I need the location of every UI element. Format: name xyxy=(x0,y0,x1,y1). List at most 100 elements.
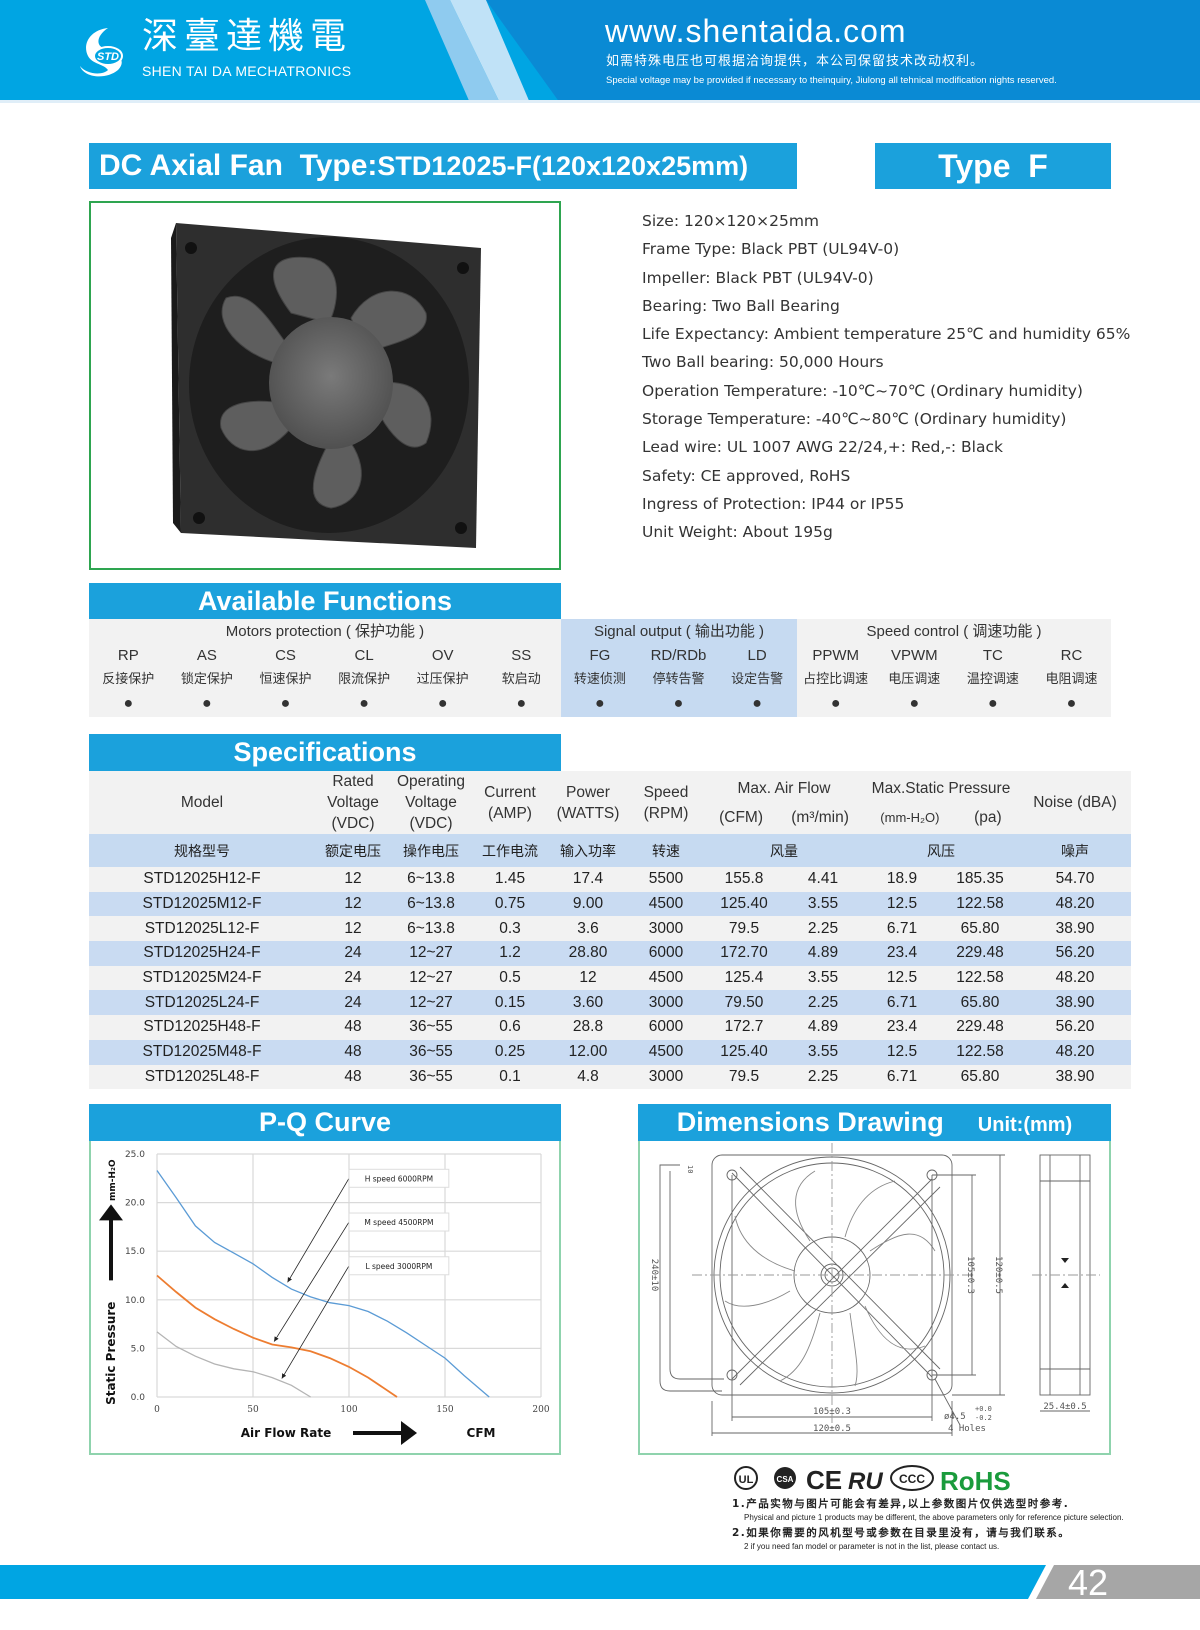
table-row: STD12025H24-F 24 12~27 1.2 28.80 6000 172.70 4.… xyxy=(89,941,1131,966)
x-tick-label: 150 xyxy=(436,1405,453,1415)
function-cn: 反接保护 xyxy=(102,672,155,687)
supported-dot-icon: ● xyxy=(359,695,369,712)
col-cn-model: 规格型号 xyxy=(89,834,315,867)
value-cell: 38.90 xyxy=(1019,916,1131,942)
spec-item: Two Ball bearing: 50,000 Hours xyxy=(642,353,884,372)
dim-width-outer: 120±0.5 xyxy=(813,1424,851,1434)
spec-item: Safety: CE approved, RoHS xyxy=(642,466,851,485)
spec-item: Lead wire: UL 1007 AWG 22/24,+: Red,-: B… xyxy=(642,438,1003,457)
air-flow-label: Max. Air Flow xyxy=(737,779,831,797)
header-row-cn: 规格型号 额定电压 操作电压 工作电流 输入功率 转速 风量 风压 噪声 xyxy=(89,834,1131,867)
model-cell: STD12025L24-F xyxy=(89,990,315,1016)
function-as: AS 锁定保护 ● xyxy=(168,619,247,717)
function-code: RP xyxy=(117,647,139,664)
value-cell: 12~27 xyxy=(391,965,471,991)
function-rp: RP 反接保护 ● xyxy=(89,619,168,717)
svg-text:CCC: CCC xyxy=(899,1472,925,1486)
dimensions-title: Dimensions Drawing Unit:(mm) xyxy=(638,1104,1111,1141)
spec-item: Operation Temperature: -10℃~70℃ (Ordinar… xyxy=(642,381,1083,400)
function-cn: 电阻调速 xyxy=(1045,672,1098,687)
group-signal-output: Signal output ( 输出功能 ) xyxy=(593,623,765,640)
supported-dot-icon: ● xyxy=(752,695,762,712)
ru-cert-icon: RU xyxy=(848,1468,883,1495)
table-row: STD12025L48-F 48 36~55 0.1 4.8 3000 79.5 2.25 6.… xyxy=(89,1064,1131,1090)
functions-table: Motors protection ( 保护功能 ) Signal output… xyxy=(89,619,1111,717)
function-cn: 占控比调速 xyxy=(803,672,869,687)
spec-item: Storage Temperature: -40℃~80℃ (Ordinary … xyxy=(642,410,1067,429)
value-cell: 155.8 xyxy=(705,867,783,892)
dim-hole-tol-minus: -0.2 xyxy=(975,1414,992,1422)
pa-label: (pa) xyxy=(974,808,1002,826)
function-code: PPWM xyxy=(812,647,860,664)
supported-dot-icon: ● xyxy=(673,695,684,712)
x-axis-unit: CFM xyxy=(467,1426,496,1440)
function-cn: 设定告警 xyxy=(731,672,784,687)
page-number: 42 xyxy=(1068,1562,1109,1603)
value-cell: 4.41 xyxy=(783,867,863,892)
value-cell: 65.80 xyxy=(941,990,1019,1016)
cfm-label: (CFM) xyxy=(719,808,763,826)
function-cn: 软启动 xyxy=(501,672,541,687)
supported-dot-icon: ● xyxy=(202,695,212,712)
value-cell: 6.71 xyxy=(863,916,941,942)
col-speed: Speed (RPM) xyxy=(627,771,705,834)
rohs-cert-icon: RoHS xyxy=(940,1466,1011,1496)
function-code: CL xyxy=(354,647,374,664)
col-rated-voltage: Rated Voltage (VDC) xyxy=(315,771,391,834)
website-url[interactable]: www.shentaida.com xyxy=(605,13,907,49)
function-cn: 停转告警 xyxy=(652,672,705,687)
function-code: AS xyxy=(196,647,217,664)
function-ss: SS 软启动 ● xyxy=(482,619,561,717)
series-line-l xyxy=(156,1331,311,1398)
value-cell: 0.6 xyxy=(471,1015,549,1040)
product-title: DC Axial Fan Type: STD12025-F(120x120x25… xyxy=(89,143,797,189)
dim-height-outer: 120±0.5 xyxy=(993,1256,1003,1294)
function-vpwm: VPWM 电压调速 ● xyxy=(875,619,954,717)
ccc-cert-icon: CCC xyxy=(890,1465,934,1491)
spec-item: Life Expectancy: Ambient temperature 25℃… xyxy=(642,325,1131,344)
y-tick-label: 15.0 xyxy=(125,1247,145,1257)
value-cell: 17.4 xyxy=(549,867,627,892)
value-cell: 12 xyxy=(315,867,391,892)
supported-dot-icon: ● xyxy=(595,695,605,712)
value-cell: 28.80 xyxy=(549,941,627,966)
certification-logos: UL CSA CE RU CCC RoHS xyxy=(730,1462,1030,1498)
function-code: RD/RDb xyxy=(650,647,707,664)
spec-item: Ingress of Protection: IP44 or IP55 xyxy=(642,494,905,513)
value-cell: 24 xyxy=(315,941,391,966)
value-cell: 12~27 xyxy=(391,941,471,966)
value-cell: 12.5 xyxy=(863,965,941,991)
dim-strip-length: 10 xyxy=(686,1165,694,1173)
value-cell: 24 xyxy=(315,965,391,991)
notes: 1.产品实物与图片可能会有差异,以上参数图片仅供选型时参考. Physical … xyxy=(732,1498,1124,1553)
col-cn-speed: 转速 xyxy=(627,834,705,867)
value-cell: 2.25 xyxy=(783,1064,863,1090)
value-cell: 36~55 xyxy=(391,1015,471,1040)
value-cell: 3000 xyxy=(627,1064,705,1090)
model-cell: STD12025M48-F xyxy=(89,1039,315,1065)
model-cell: STD12025M12-F xyxy=(89,891,315,917)
value-cell: 48.20 xyxy=(1019,1039,1131,1065)
notice-en: Special voltage may be provided if neces… xyxy=(606,75,1057,86)
specifications-title: Specifications xyxy=(89,734,561,771)
legend-box xyxy=(348,1212,450,1232)
function-code: OV xyxy=(431,647,454,664)
function-cn: 电压调速 xyxy=(888,672,941,687)
value-cell: 6000 xyxy=(627,1015,705,1040)
csa-cert-icon: CSA xyxy=(774,1467,796,1489)
supported-dot-icon: ● xyxy=(830,695,841,712)
series-line-m xyxy=(156,1274,398,1398)
functions-title: Available Functions xyxy=(89,583,561,620)
legend-label: H speed 6000RPM xyxy=(365,1174,433,1183)
function-code: SS xyxy=(511,647,532,664)
value-cell: 3.55 xyxy=(783,891,863,917)
value-cell: 0.3 xyxy=(471,916,549,942)
x-axis-label: Air Flow Rate xyxy=(241,1426,332,1440)
col-current: Current (AMP) xyxy=(471,771,549,834)
supported-dot-icon: ● xyxy=(516,695,527,712)
dim-hole-diameter: ø4.5 xyxy=(944,1412,966,1422)
col-cn-rated: 额定电压 xyxy=(315,834,391,867)
specifications-table: Model Rated Voltage (VDC) Operating Volt… xyxy=(89,771,1131,1090)
y-tick-label: 0.0 xyxy=(131,1393,146,1403)
note-2-cn: 2.如果你需要的风机型号或参数在目录里没有，请与我们联系。 xyxy=(732,1527,1071,1539)
